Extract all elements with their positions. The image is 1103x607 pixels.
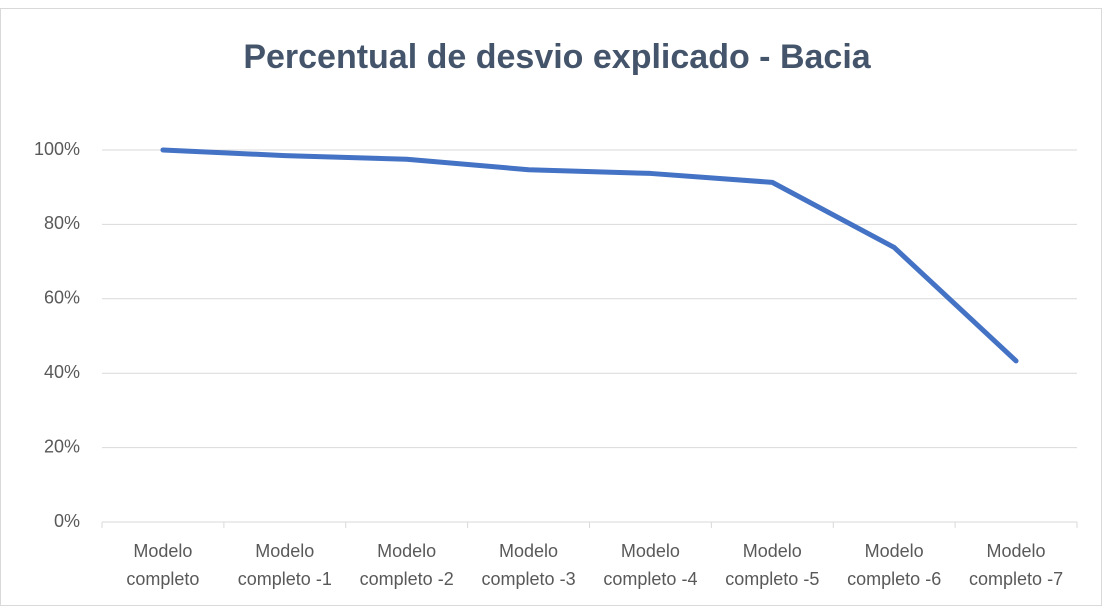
x-tick-label: Modelo completo -2: [360, 541, 454, 589]
y-tick-label: 40%: [44, 362, 80, 382]
x-tick-label: Modelo completo: [126, 541, 199, 589]
y-tick-label: 20%: [44, 436, 80, 456]
chart-border: [0, 8, 1102, 606]
x-tick-label: Modelo completo -5: [725, 541, 819, 589]
line-series: [160, 147, 1019, 364]
y-tick-label: 0%: [54, 511, 80, 531]
y-tick-label: 100%: [34, 139, 80, 159]
chart-title: Percentual de desvio explicado - Bacia: [243, 38, 871, 76]
x-tick-label: Modelo completo -1: [238, 541, 332, 589]
x-tick-label: Modelo completo -7: [969, 541, 1063, 589]
y-tick-label: 80%: [44, 213, 80, 233]
y-tick-label: 60%: [44, 288, 80, 308]
x-tick-label: Modelo completo -6: [847, 541, 941, 589]
x-tick-label: Modelo completo -3: [482, 541, 576, 589]
x-tick-label: Modelo completo -4: [603, 541, 697, 589]
